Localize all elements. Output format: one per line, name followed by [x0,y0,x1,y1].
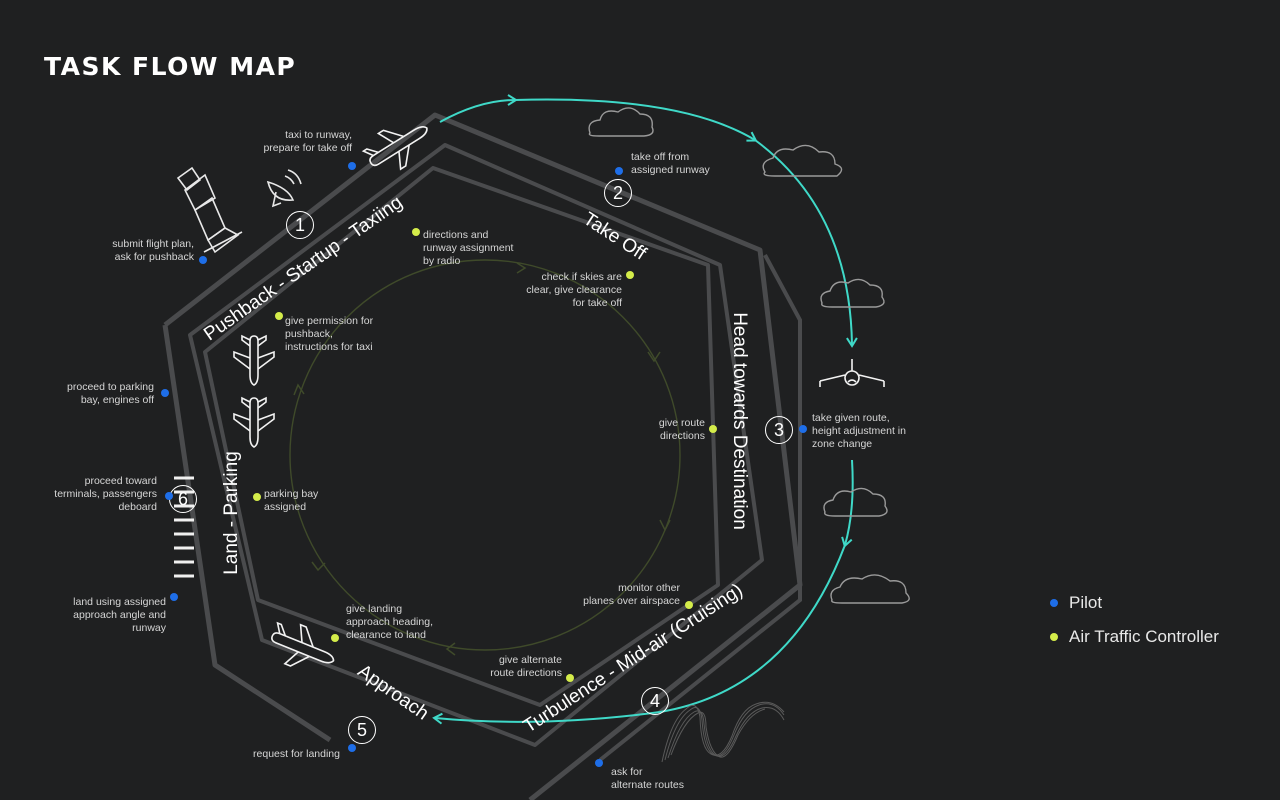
atc-task-label: check if skies are clear, give clearance… [526,271,622,309]
atc-dot [626,271,634,279]
pilot-task-label: request for landing [253,748,340,760]
cloud-icon [823,487,888,517]
cloud-icon [820,278,885,308]
atc-dot [709,425,717,433]
legend-label-atc: Air Traffic Controller [1069,627,1219,646]
atc-task-label: give route directions [658,417,705,442]
pilot-task-label: take given route, height adjustment in z… [812,412,906,450]
legend-label-pilot: Pilot [1069,593,1103,612]
cloud-icon [830,574,910,604]
pilot-task-label: land using assigned approach angle and r… [73,596,166,634]
atc-task-label: give permission for pushback, instructio… [285,315,374,353]
stage-label-landing: Land - Parking [220,451,242,575]
atc-dot [275,312,283,320]
road-outer [162,112,803,800]
satellite-dish-icon [266,169,302,208]
atc-task-label: directions and runway assignment by radi… [423,229,514,267]
pilot-dot [165,492,173,500]
pilot-dot [595,759,603,767]
cloud-icon [762,144,843,177]
step-number-6: 6 [169,485,197,513]
atc-task-label: monitor other planes over airspace [583,582,680,607]
pilot-dot [348,744,356,752]
pilot-task-label: proceed toward terminals, passengers deb… [54,475,157,513]
pilot-task-label: ask for alternate routes [611,766,684,791]
atc-task-label: give landing approach heading, clearance… [346,603,433,641]
atc-dot [685,601,693,609]
road-outer-right [598,254,802,762]
stage-label-destination: Head towards Destination [728,312,750,530]
pilot-task-label: proceed to parking bay, engines off [67,381,154,406]
legend-dot-pilot [1050,599,1058,607]
road-middle [188,143,764,747]
pilot-dot [615,167,623,175]
pilot-dot [799,425,807,433]
atc-dot [331,634,339,642]
page-title: TASK FLOW MAP [44,52,297,81]
inner-cycle [289,259,681,656]
airplane-icon [361,125,428,171]
airplane-icon [819,359,885,387]
step-number-5: 5 [348,716,376,744]
airplane-icon [233,396,275,448]
pilot-dot [348,162,356,170]
pilot-dot [161,389,169,397]
airplane-icon [233,334,275,386]
atc-dot [566,674,574,682]
cloud-icon [588,107,654,137]
pilot-task-label: submit flight plan, ask for pushback [112,238,194,263]
step-number-4: 4 [641,687,669,715]
atc-dot [412,228,420,236]
step-number-2: 2 [604,179,632,207]
control-tower-icon [176,166,243,254]
atc-task-label: give alternate route directions [490,654,562,679]
pilot-task-label: taxi to runway, prepare for take off [263,129,352,154]
step-number-3: 3 [765,416,793,444]
turbulence-icon [661,701,785,763]
step-number-1: 1 [286,211,314,239]
pilot-dot [170,593,178,601]
atc-dot [253,493,261,501]
legend-dot-atc [1050,633,1058,641]
atc-task-label: parking bay assigned [264,488,319,513]
road-inner [203,166,720,707]
pilot-dot [199,256,207,264]
pilot-task-label: take off from assigned runway [631,151,710,176]
airplane-icon [271,621,335,667]
